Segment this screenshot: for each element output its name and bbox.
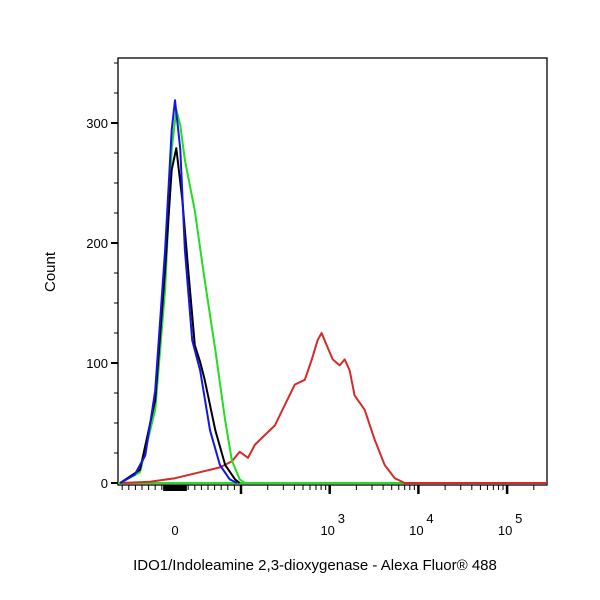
y-tick-label: 300 xyxy=(86,116,108,131)
series-line-green xyxy=(119,108,246,484)
plot-frame xyxy=(117,57,548,486)
y-tick-label: 100 xyxy=(86,356,108,371)
x-zero-tick-cluster xyxy=(163,485,187,491)
x-tick-exponent: 5 xyxy=(515,511,522,526)
x-tick-label: 0 xyxy=(171,523,178,538)
x-tick-label: 10 xyxy=(320,523,334,538)
series-line-black xyxy=(119,147,241,484)
x-tick-exponent: 3 xyxy=(338,511,345,526)
x-tick-label: 10 xyxy=(498,523,512,538)
x-tick-label: 10 xyxy=(409,523,423,538)
y-tick-label: 200 xyxy=(86,236,108,251)
y-tick-label: 0 xyxy=(101,476,108,491)
x-tick-exponent: 4 xyxy=(426,511,433,526)
series-line-blue xyxy=(119,99,238,484)
x-axis-title: IDO1/Indoleamine 2,3-dioxygenase - Alexa… xyxy=(133,557,497,574)
y-axis-title: Count xyxy=(42,251,59,292)
series-line-red xyxy=(120,332,547,484)
